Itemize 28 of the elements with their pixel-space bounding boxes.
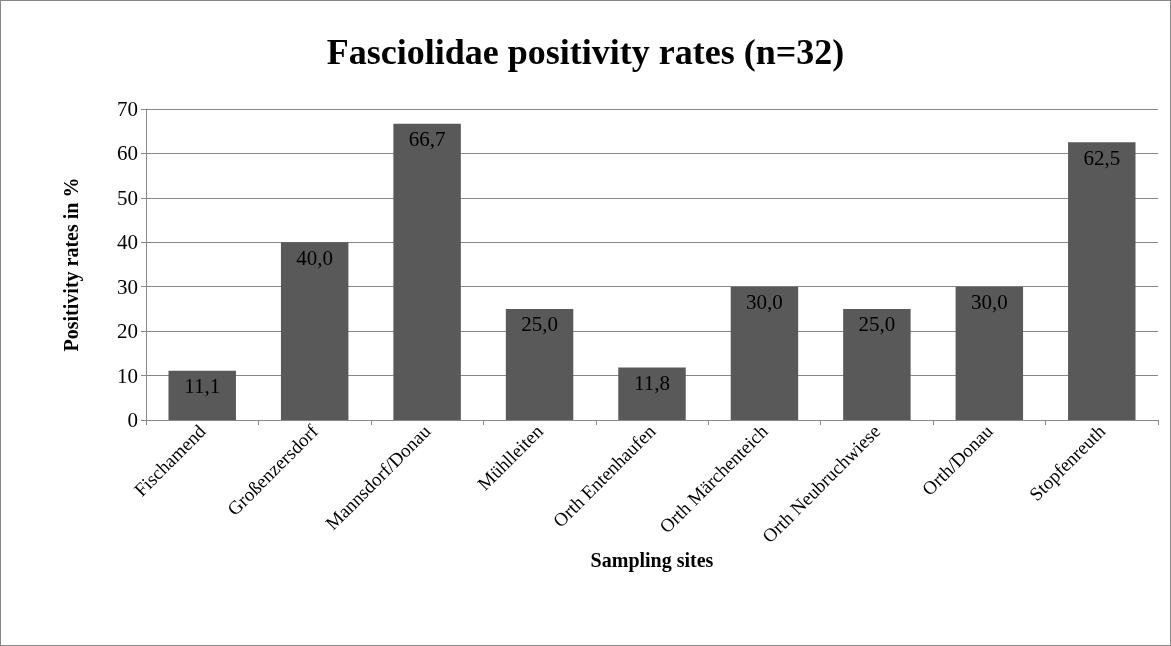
x-axis-title: Sampling sites <box>590 549 714 572</box>
data-label: 30,0 <box>746 290 783 315</box>
bar <box>168 370 236 420</box>
data-label: 66,7 <box>408 127 446 152</box>
bar <box>280 242 349 420</box>
data-label: 25,0 <box>521 312 558 337</box>
y-tick-label: 20 <box>117 319 138 344</box>
bar <box>618 367 686 420</box>
data-label: 11,1 <box>184 374 221 399</box>
data-label: 62,5 <box>1083 145 1121 170</box>
y-tick-label: 60 <box>117 141 138 166</box>
data-label: 11,8 <box>634 371 670 396</box>
data-label: 40,0 <box>296 245 334 270</box>
bar <box>843 308 911 420</box>
bar <box>393 123 461 420</box>
data-label: 30,0 <box>970 290 1008 315</box>
y-axis-title: Positivity rates in % <box>60 177 83 352</box>
y-tick-label: 70 <box>117 97 138 121</box>
y-tick-label: 10 <box>117 363 138 388</box>
y-tick-label: 30 <box>117 274 138 299</box>
y-tick-label: 40 <box>117 230 138 255</box>
bar <box>730 286 799 420</box>
data-label: 25,0 <box>858 312 896 337</box>
chart-title: Fasciolidae positivity rates (n=32) <box>326 32 845 72</box>
bar <box>505 308 574 420</box>
bar <box>955 286 1024 420</box>
y-tick-label: 50 <box>117 185 138 210</box>
bar <box>1068 142 1136 420</box>
